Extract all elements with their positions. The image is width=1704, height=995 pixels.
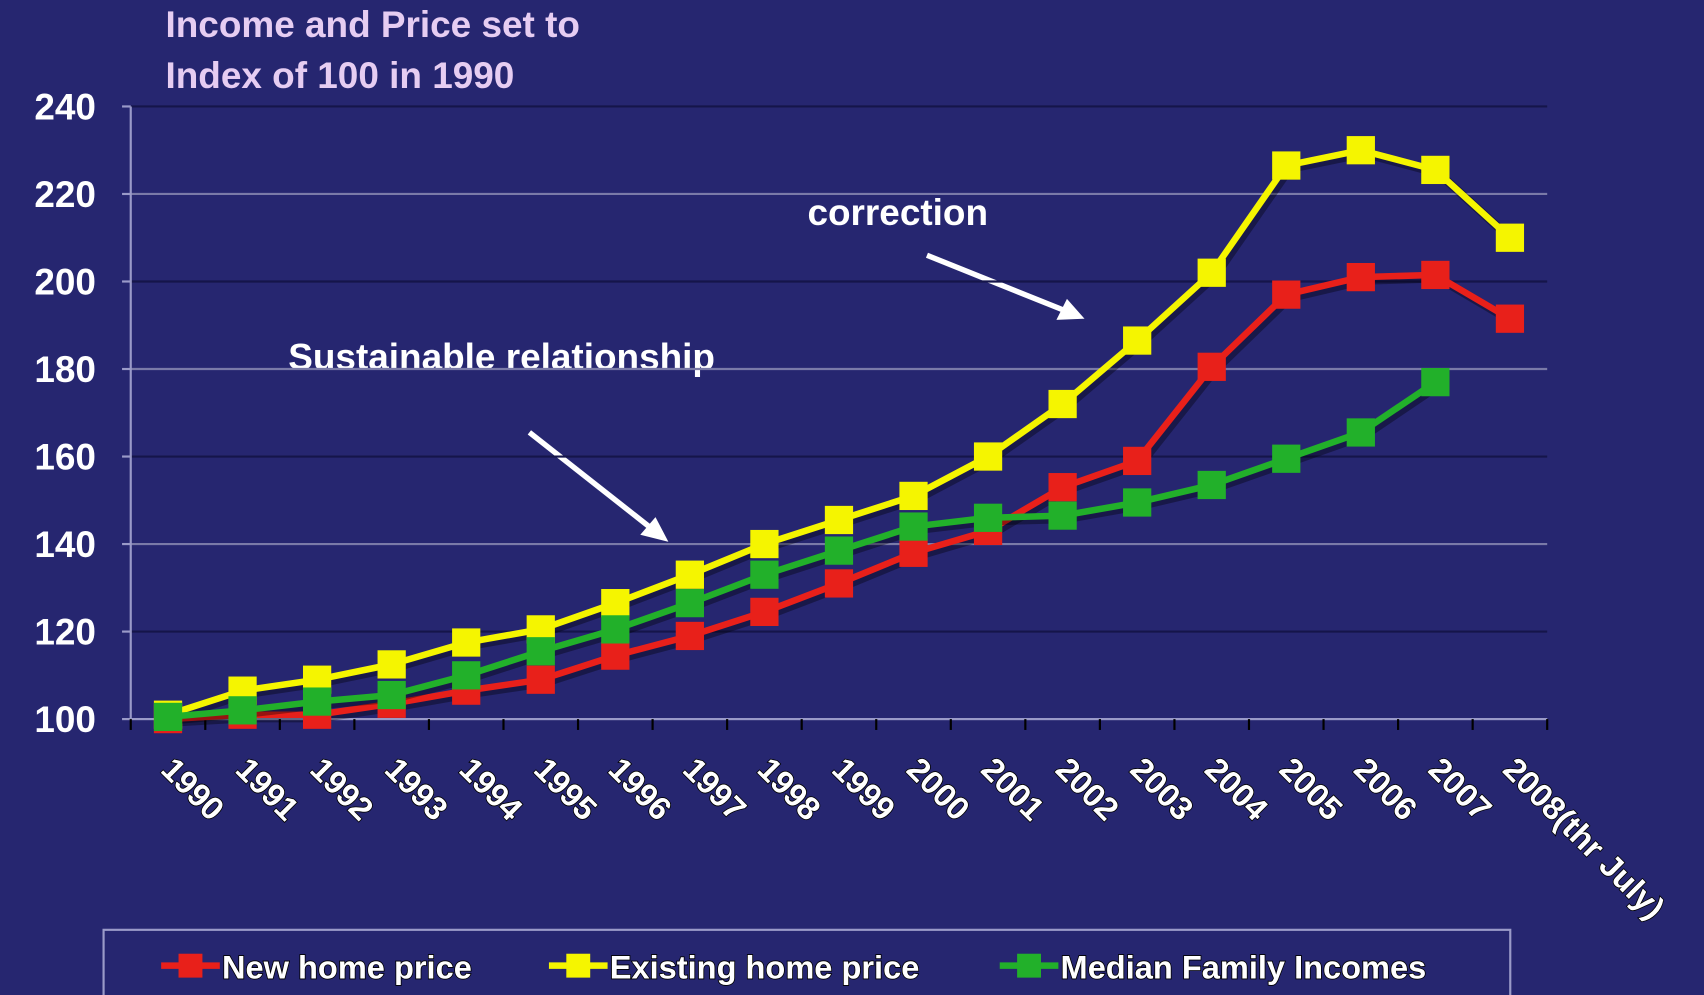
series-marker bbox=[973, 442, 1003, 471]
series-marker bbox=[973, 503, 1003, 532]
legend-label: Median Family Incomes bbox=[1061, 950, 1427, 986]
series-marker bbox=[377, 680, 406, 710]
series-marker bbox=[675, 560, 704, 589]
series-marker bbox=[1346, 262, 1375, 292]
arrow bbox=[925, 252, 1085, 320]
series-marker bbox=[526, 637, 555, 666]
arrow bbox=[527, 430, 669, 542]
series-marker bbox=[1272, 280, 1301, 309]
series-marker bbox=[824, 505, 854, 535]
series-marker bbox=[750, 560, 779, 589]
series-marker bbox=[302, 687, 332, 716]
series-marker bbox=[1346, 418, 1375, 447]
y-tick-label: 100 bbox=[34, 699, 96, 740]
series-marker bbox=[899, 481, 928, 511]
chart-title: Index of 100 in 1990 bbox=[165, 55, 514, 96]
series-marker bbox=[750, 529, 779, 559]
legend-marker bbox=[566, 953, 591, 978]
series-marker bbox=[601, 615, 630, 644]
series-marker bbox=[1123, 488, 1152, 517]
series-marker bbox=[228, 696, 257, 725]
series-marker bbox=[1197, 258, 1226, 287]
series-marker bbox=[1495, 304, 1525, 333]
series-marker bbox=[675, 621, 704, 651]
series-marker bbox=[1421, 155, 1450, 185]
series-marker bbox=[1197, 352, 1226, 381]
series-marker bbox=[675, 589, 704, 618]
series-marker bbox=[899, 512, 928, 541]
annotation: Sustainable relationship bbox=[288, 336, 715, 377]
legend-label: Existing home price bbox=[610, 950, 920, 986]
series-marker bbox=[899, 538, 928, 567]
y-tick-label: 240 bbox=[34, 86, 96, 127]
y-tick-label: 220 bbox=[34, 174, 96, 215]
series-marker bbox=[153, 702, 183, 732]
series-marker bbox=[1048, 389, 1077, 419]
series-marker bbox=[750, 597, 779, 627]
series-marker bbox=[601, 589, 630, 618]
y-tick-label: 140 bbox=[34, 524, 96, 565]
series-marker bbox=[452, 661, 481, 690]
series-marker bbox=[1421, 260, 1450, 290]
y-tick-label: 200 bbox=[34, 262, 96, 303]
legend-marker bbox=[1017, 953, 1042, 978]
legend-marker bbox=[178, 953, 203, 978]
legend-label: New home price bbox=[222, 950, 472, 986]
series-marker bbox=[601, 641, 630, 670]
series-marker bbox=[824, 536, 854, 565]
series-marker bbox=[1346, 136, 1375, 165]
legend-box bbox=[102, 928, 1512, 995]
series-marker bbox=[377, 650, 406, 679]
series-marker bbox=[1123, 446, 1152, 476]
series-marker bbox=[1272, 151, 1301, 180]
y-tick-label: 120 bbox=[34, 612, 96, 653]
series-marker bbox=[1123, 326, 1152, 355]
series-marker bbox=[1495, 223, 1525, 252]
y-tick-label: 180 bbox=[34, 349, 96, 390]
series-marker bbox=[1197, 470, 1226, 500]
series-marker bbox=[526, 665, 555, 694]
series-marker bbox=[1421, 368, 1450, 397]
series-marker bbox=[1048, 501, 1077, 530]
y-tick-label: 160 bbox=[34, 437, 96, 478]
series-marker bbox=[1272, 444, 1301, 473]
series-marker bbox=[1048, 473, 1077, 502]
series-marker bbox=[452, 628, 481, 657]
series-marker bbox=[824, 569, 854, 598]
chart-title: Income and Price set to bbox=[165, 4, 579, 45]
annotation: correction bbox=[807, 192, 988, 233]
